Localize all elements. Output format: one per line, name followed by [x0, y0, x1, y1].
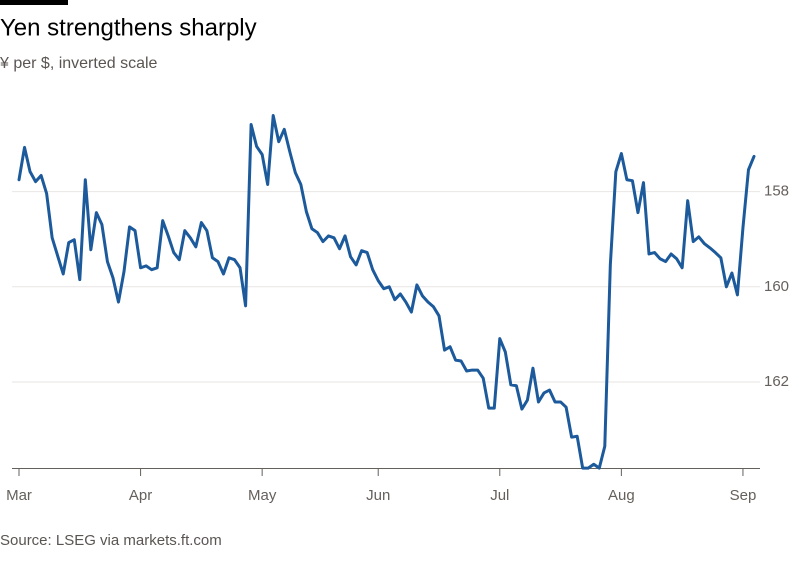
x-tick-label: Aug [608, 487, 635, 504]
x-tick-label: Mar [6, 487, 32, 504]
x-tick-label: Sep [730, 487, 757, 504]
chart-subtitle: ¥ per $, inverted scale [0, 55, 158, 72]
source-note: Source: LSEG via markets.ft.com [0, 532, 222, 549]
x-tick-label: May [248, 487, 277, 504]
x-tick-label: Jun [366, 487, 390, 504]
x-tick-label: Jul [490, 487, 509, 504]
chart-title: Yen strengthens sharply [0, 14, 257, 41]
y-tick-label: 160 [764, 278, 789, 295]
y-tick-label: 158 [764, 183, 789, 200]
data-line [17, 114, 756, 470]
x-tick-label: Apr [129, 487, 152, 504]
brand-bar [0, 0, 68, 5]
y-tick-label: 162 [764, 373, 789, 390]
